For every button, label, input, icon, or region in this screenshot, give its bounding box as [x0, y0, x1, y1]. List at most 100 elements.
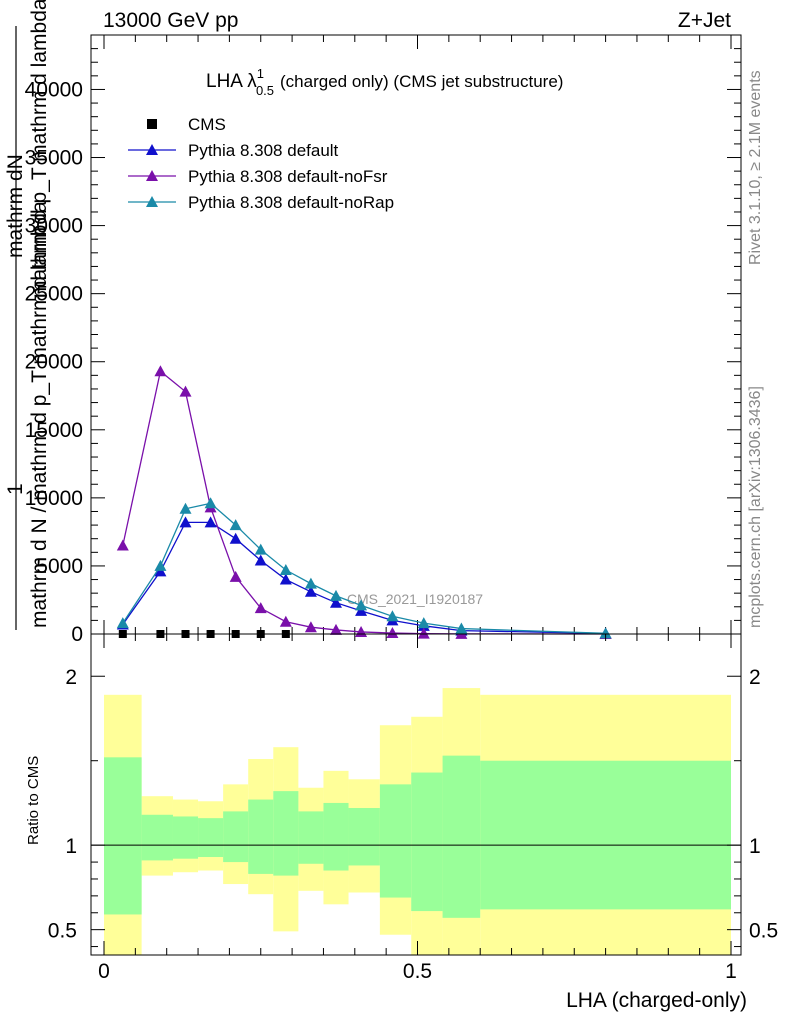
- series-marker: [329, 596, 342, 608]
- legend-marker: [146, 144, 158, 155]
- ratio-inner-band: [379, 784, 412, 898]
- main-y-tick-label: 25000: [25, 283, 83, 306]
- series-marker: [279, 564, 292, 576]
- watermark-label: CMS_2021_I1920187: [347, 591, 483, 607]
- series-marker: [179, 516, 192, 528]
- series-marker: [254, 554, 267, 566]
- legend: CMS Pythia 8.308 default Pythia 8.308 defa…: [128, 115, 394, 212]
- series-marker: [254, 543, 267, 555]
- series-marker: [229, 519, 242, 531]
- ratio-inner-band: [348, 808, 380, 866]
- series-line: [122, 521, 606, 635]
- series-marker: [204, 497, 217, 509]
- ratio-y-ticks: 0.5 0.5 1 1 2 2: [48, 666, 778, 948]
- x-axis-label: LHA (charged-only): [566, 989, 747, 1012]
- energy-label: 13000 GeV pp: [103, 9, 238, 32]
- ratio-x-tick-label: 0.5: [403, 960, 432, 983]
- plot-title-main: LHA λ: [206, 71, 257, 92]
- main-x-ticks: [103, 35, 732, 634]
- ratio-y-tick-label-right: 0.5: [749, 920, 778, 943]
- ratio-plot-panel: 0.5 0.51 12 2 0 0.5 1 Ratio to CMS LHA (charg…: [25, 633, 778, 1012]
- series-marker: [279, 615, 292, 627]
- series-marker: [304, 585, 317, 597]
- legend-label: Pythia 8.308 default: [188, 141, 339, 160]
- series-1: [116, 516, 612, 639]
- main-y-tick-label: 10000: [25, 487, 83, 510]
- main-y-tick-label: 5000: [36, 555, 83, 578]
- ratio-inner-band: [223, 811, 249, 863]
- series-marker: [116, 539, 129, 551]
- ratio-x-ticks: 0 0.5 1: [98, 634, 737, 983]
- main-y-tick-label: 20000: [25, 351, 83, 374]
- series-marker: [386, 627, 399, 639]
- series-marker: [116, 617, 129, 629]
- ratio-inner-band: [172, 816, 199, 859]
- ratio-inner-band: [273, 791, 299, 876]
- ratio-y-tick-label-right: 2: [749, 666, 761, 689]
- y-axis-label-bottom: mathrm d N / mathrm d p_T mathrm d lambd…: [28, 201, 51, 628]
- series-line: [122, 502, 606, 634]
- legend-label: CMS: [188, 115, 226, 134]
- series-marker: [279, 573, 292, 585]
- series-marker: [455, 622, 468, 634]
- series-marker: [179, 502, 192, 514]
- main-series-group: [116, 365, 612, 639]
- series-marker: [154, 365, 167, 377]
- series-marker: [599, 627, 612, 639]
- plot-title: LHA λ1 0.5 (charged only) (CMS jet substru…: [206, 66, 563, 98]
- ratio-inner-band: [480, 760, 731, 910]
- series-marker: [386, 610, 399, 622]
- ratio-frame: [90, 633, 742, 956]
- ratio-y-axis-label: Ratio to CMS: [25, 756, 42, 845]
- ratio-inner-band: [198, 818, 224, 858]
- ratio-inner-band: [442, 755, 481, 918]
- series-marker: [154, 559, 167, 571]
- series-marker: [417, 617, 430, 629]
- y-axis-label-one: 1: [4, 483, 27, 495]
- ratio-inner-band: [323, 802, 349, 871]
- series-marker: [329, 623, 342, 635]
- legend-label: Pythia 8.308 default-noFsr: [188, 167, 388, 186]
- legend-marker: [146, 170, 158, 181]
- main-plot-panel: 0 5000 10000 15000 20000 25000 30000 35000 40000…: [4, 0, 742, 646]
- rivet-label: Rivet 3.1.10, ≥ 2.1M events: [747, 70, 764, 265]
- legend-marker: [146, 196, 158, 207]
- main-y-tick-label: 15000: [25, 419, 83, 442]
- ratio-inner-band: [248, 799, 274, 874]
- ratio-y-tick-label: 0.5: [48, 920, 77, 943]
- main-y-ticks: 0 5000 10000 15000 20000 25000 30000 35000 40000: [25, 48, 741, 646]
- series-marker: [179, 385, 192, 397]
- plot-title-sup: 1: [257, 66, 264, 81]
- main-y-tick-label: 0: [71, 623, 83, 646]
- legend-label: Pythia 8.308 default-noRap: [188, 193, 394, 212]
- ratio-x-tick-label: 1: [725, 960, 737, 983]
- ratio-inner-band: [141, 814, 173, 861]
- legend-marker: [147, 119, 157, 129]
- main-y-tick-label: 40000: [25, 78, 83, 101]
- series-3: [116, 497, 612, 639]
- ratio-inner-band: [104, 757, 142, 915]
- series-marker: [355, 599, 368, 611]
- ratio-inner-band: [411, 772, 443, 912]
- series-marker: [254, 602, 267, 614]
- series-marker: [229, 570, 242, 582]
- main-y-tick-label: 30000: [25, 215, 83, 238]
- plot-title-sub: 0.5: [256, 83, 274, 98]
- ratio-inner-band: [298, 811, 324, 864]
- series-marker: [329, 589, 342, 601]
- plot-title-rest: (charged only) (CMS jet substructure): [280, 72, 563, 91]
- main-y-tick-label: 35000: [25, 147, 83, 170]
- y-axis-label-top2: mathrm d p_T mathrm d lambda: [28, 0, 51, 298]
- ratio-y-tick-label: 1: [65, 835, 77, 858]
- series-marker: [229, 532, 242, 544]
- series-marker: [417, 627, 430, 639]
- ratio-y-tick-label: 2: [65, 666, 77, 689]
- ratio-y-tick-label-right: 1: [749, 835, 761, 858]
- mcplots-label: mcplots.cern.ch [arXiv:1306.3436]: [747, 386, 764, 628]
- series-marker: [204, 516, 217, 528]
- process-label: Z+Jet: [678, 9, 731, 32]
- series-marker: [304, 577, 317, 589]
- ratio-bands: [104, 688, 731, 955]
- ratio-x-tick-label: 0: [98, 960, 110, 983]
